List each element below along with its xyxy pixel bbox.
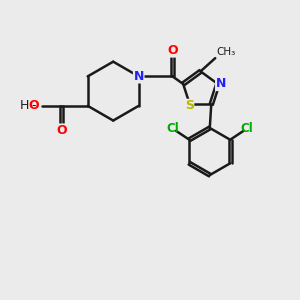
Text: N: N xyxy=(134,70,144,83)
Text: CH₃: CH₃ xyxy=(217,47,236,57)
Text: -: - xyxy=(32,99,36,112)
Text: H: H xyxy=(20,99,29,112)
Text: N: N xyxy=(216,77,226,91)
Text: O: O xyxy=(56,124,67,137)
Text: S: S xyxy=(185,99,194,112)
Text: Cl: Cl xyxy=(240,122,253,135)
Text: O: O xyxy=(167,44,178,57)
Text: O: O xyxy=(29,99,39,112)
Text: Cl: Cl xyxy=(167,122,180,135)
